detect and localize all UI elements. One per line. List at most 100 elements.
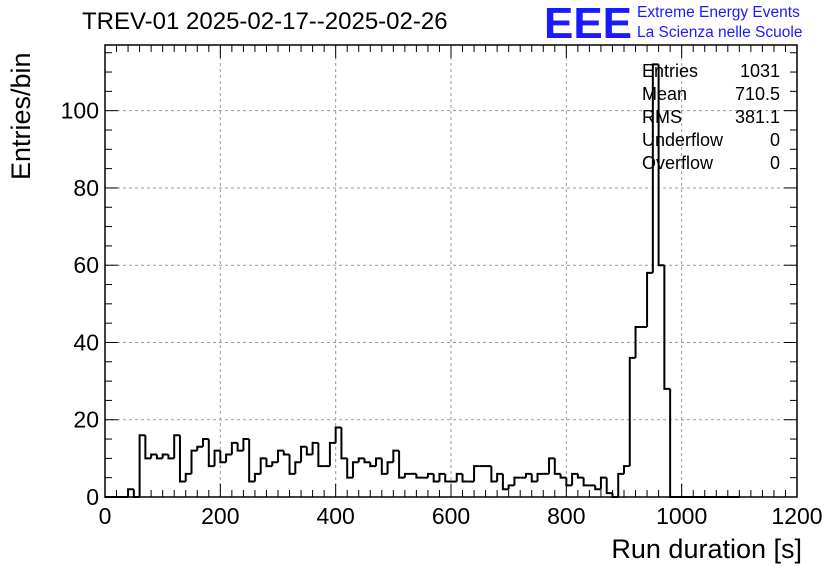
stats-row-entries: Entries 1031	[642, 60, 780, 83]
stats-label: Mean	[642, 84, 688, 104]
histogram-bin	[265, 458, 273, 468]
histogram-bin	[513, 476, 521, 486]
histogram-bin	[651, 63, 659, 273]
histogram-bin	[236, 442, 244, 452]
histogram-bin	[548, 457, 555, 474]
histogram-bin	[524, 472, 532, 478]
histogram-bin	[426, 472, 434, 478]
histogram-bin	[501, 473, 509, 491]
histogram-bin	[207, 439, 215, 468]
histogram-bin	[305, 446, 313, 456]
histogram-bin	[161, 453, 169, 459]
histogram-bin	[444, 473, 451, 483]
stats-value: 1031	[739, 61, 780, 81]
histogram-bin	[623, 465, 630, 474]
x-axis-label: Run duration [s]	[611, 534, 802, 564]
histogram-bin	[646, 271, 653, 328]
histogram-bin	[277, 449, 284, 463]
histogram-bin	[167, 454, 175, 460]
eee-logo: EEE	[544, 0, 632, 44]
histogram-bin	[473, 465, 480, 482]
histogram-bin	[184, 472, 192, 482]
logo-line2: La Scienza nelle Scuole	[637, 24, 803, 41]
histogram-bin	[455, 472, 463, 482]
histogram-bin	[571, 472, 578, 486]
x-tick-labels: 0 200 400 600 800 1000 1200	[99, 503, 823, 529]
histogram-bin	[669, 388, 676, 498]
axes	[104, 44, 798, 498]
histogram-bin	[334, 426, 342, 443]
histogram-bin	[202, 438, 209, 447]
histogram-bin	[617, 472, 624, 497]
histogram-bin	[225, 453, 232, 463]
stats-value: 381.1	[734, 107, 780, 127]
histogram-bin	[253, 472, 261, 482]
chart-title: TREV-01 2025-02-17--2025-02-26	[82, 8, 448, 35]
histogram-bin	[657, 64, 665, 267]
x-tick-label: 800	[547, 503, 585, 529]
histogram-bin	[363, 458, 371, 464]
stats-row-mean: Mean 710.5	[642, 83, 780, 106]
histogram-bin	[219, 450, 227, 464]
histogram-bin	[415, 473, 423, 479]
logo-mark: EEE	[544, 0, 632, 44]
histogram-bin	[559, 473, 567, 479]
histogram-bin	[599, 476, 607, 490]
histogram-bin	[138, 434, 146, 497]
histogram-bin	[380, 458, 388, 475]
histogram-bin	[553, 458, 561, 475]
y-tick-label: 40	[73, 329, 99, 355]
histogram-bin	[461, 473, 469, 483]
stats-value: 710.5	[734, 84, 780, 104]
histogram-bin	[386, 461, 394, 474]
stats-row-rms: RMS 381.1	[642, 106, 780, 129]
y-tick-label: 0	[86, 484, 99, 510]
x-tick-label: 0	[99, 503, 112, 529]
histogram-bin	[271, 461, 278, 467]
histogram-bin	[530, 473, 538, 483]
stats-row-overflow: Overflow 0	[642, 152, 780, 175]
histogram-bin	[196, 445, 204, 451]
logo-line1: Extreme Energy Events	[637, 4, 800, 21]
histogram-bin	[403, 472, 411, 478]
x-tick-label: 600	[432, 503, 470, 529]
histogram-bin	[178, 435, 186, 483]
x-tick-label: 1000	[656, 503, 707, 529]
histogram-bin	[248, 439, 255, 483]
histogram-bin	[432, 473, 440, 483]
histogram-bin	[259, 457, 267, 474]
y-tick-labels: 0 20 40 60 80 100	[61, 98, 99, 510]
histogram-bin	[340, 427, 348, 460]
y-tick-label: 20	[73, 407, 99, 433]
histogram-bin	[398, 450, 405, 479]
histogram-bin	[490, 466, 498, 483]
x-tick-label: 200	[201, 503, 239, 529]
stats-label: Underflow	[642, 130, 724, 150]
histogram-bin	[282, 450, 290, 456]
stats-label: Overflow	[642, 153, 714, 173]
histogram-bin	[288, 454, 296, 475]
histogram-bin	[605, 477, 613, 495]
histogram-bin	[582, 477, 590, 487]
histogram-bin	[351, 461, 359, 478]
x-tick-label: 1200	[771, 503, 822, 529]
histogram-bin	[507, 484, 515, 490]
histogram-bin	[536, 472, 544, 482]
histogram-bin	[634, 326, 642, 358]
histogram-bin	[496, 472, 503, 482]
stats-label: Entries	[642, 61, 699, 81]
stats-label: RMS	[642, 107, 682, 127]
y-axis-label: Entries/bin	[6, 52, 36, 180]
x-tick-label: 400	[316, 503, 354, 529]
histogram-bin	[628, 356, 636, 467]
histogram-bin	[369, 462, 377, 468]
histogram-bin	[438, 472, 446, 482]
stats-row-underflow: Underflow 0	[642, 129, 780, 152]
histogram-bin	[663, 265, 671, 390]
histogram-bin	[213, 449, 221, 467]
histogram-bin	[392, 449, 400, 463]
histogram-bin	[328, 441, 336, 467]
stats-box: Entries 1031 Mean 710.5 RMS 381.1 Underflow…	[642, 60, 780, 175]
stats-value: 0	[769, 153, 780, 173]
